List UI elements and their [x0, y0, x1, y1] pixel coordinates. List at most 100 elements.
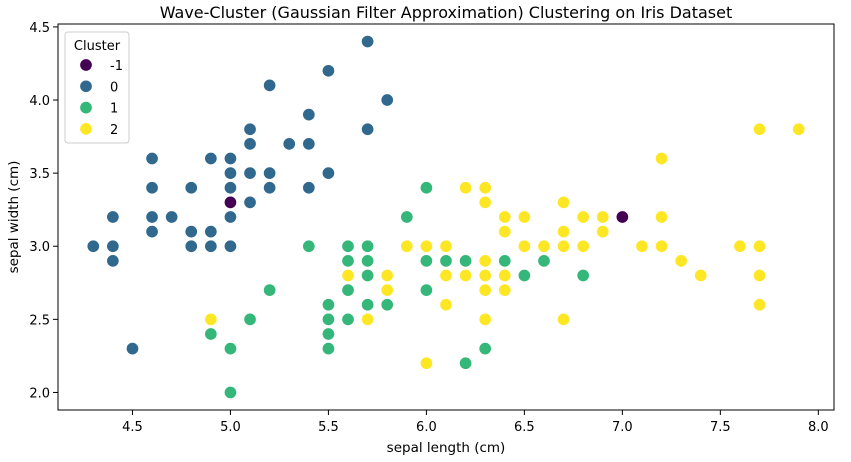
data-point-cluster-1 — [223, 385, 238, 400]
data-point-cluster-2 — [752, 122, 767, 137]
data-point-cluster-1 — [321, 297, 336, 312]
legend-marker — [79, 122, 93, 136]
data-point-cluster-2 — [517, 239, 532, 253]
legend-label: -1 — [110, 59, 123, 74]
data-point-cluster-0 — [321, 64, 336, 78]
data-point-cluster-2 — [537, 239, 551, 253]
data-point-cluster-2 — [419, 239, 434, 253]
data-point-cluster-2 — [498, 210, 512, 224]
data-point-cluster-0 — [282, 137, 296, 151]
data-point-cluster-1 — [458, 254, 473, 268]
data-point-cluster-0 — [106, 254, 120, 268]
x-tick-label: 6.5 — [514, 420, 535, 435]
legend-label: 2 — [110, 123, 118, 138]
data-point-cluster-0 — [204, 151, 218, 166]
data-point-cluster-1 — [204, 327, 218, 341]
data-point-cluster-2 — [556, 195, 571, 210]
data-point-cluster-2 — [360, 312, 375, 327]
data-point-cluster-2 — [380, 268, 394, 283]
data-point-cluster-1 — [537, 254, 551, 268]
y-tick-label: 3.5 — [29, 167, 50, 182]
data-point-cluster-1 — [341, 254, 355, 268]
data-point-cluster-2 — [458, 268, 473, 283]
data-point-cluster-0 — [223, 151, 238, 166]
data-point-cluster-0 — [145, 210, 159, 224]
data-point-cluster-2 — [752, 268, 767, 283]
data-point-cluster-0 — [223, 166, 238, 180]
data-point-cluster-2 — [576, 239, 590, 253]
data-point-cluster-0 — [184, 224, 199, 239]
data-point-cluster-2 — [458, 181, 473, 195]
data-point-cluster-0 — [243, 195, 257, 210]
legend-marker — [79, 58, 93, 72]
data-point-cluster-0 — [223, 181, 238, 195]
data-point-cluster-0 — [243, 166, 257, 180]
legend-marker — [79, 79, 93, 94]
data-point-cluster-1 — [321, 341, 336, 356]
data-point-cluster-2 — [674, 254, 688, 268]
data-point-cluster-2 — [439, 239, 453, 253]
data-point-cluster-2 — [596, 224, 610, 239]
points-layer — [86, 34, 806, 400]
data-point-cluster-0 — [321, 166, 336, 180]
data-point-cluster-1 — [478, 341, 492, 356]
data-point-cluster-2 — [654, 210, 669, 224]
data-point-cluster-0 — [360, 34, 375, 49]
y-tick-label: 4.5 — [29, 21, 50, 36]
data-point-cluster-1 — [302, 239, 316, 253]
data-point-cluster-1 — [419, 181, 434, 195]
legend-marker — [79, 100, 93, 115]
y-axis: 2.0 2.5 3.0 3.5 4.0 4.5 — [29, 21, 58, 401]
data-point-cluster-0 — [223, 239, 238, 253]
plot-area — [57, 23, 835, 411]
data-point-cluster-1 — [419, 254, 434, 268]
data-point-cluster-2 — [498, 268, 512, 283]
data-point-cluster-1 — [360, 297, 375, 312]
legend-frame — [64, 31, 130, 144]
x-tick-label: 7.5 — [710, 420, 731, 435]
data-point-cluster-2 — [733, 239, 747, 253]
data-point-cluster-2 — [752, 239, 767, 253]
data-point-cluster--1 — [223, 195, 238, 210]
data-point-cluster-1 — [321, 312, 336, 327]
data-point-cluster-2 — [204, 312, 218, 327]
data-point-cluster-2 — [654, 239, 669, 253]
data-point-cluster-1 — [458, 356, 473, 370]
x-tick-label: 8.0 — [808, 420, 829, 435]
x-tick-label: 5.0 — [220, 420, 241, 435]
data-point-cluster-1 — [321, 327, 336, 341]
data-point-cluster-2 — [341, 268, 355, 283]
legend-items: -1 0 1 2 — [79, 58, 123, 138]
data-point-cluster-0 — [243, 122, 257, 137]
data-point-cluster-0 — [145, 151, 159, 166]
data-point-cluster-2 — [498, 224, 512, 239]
data-point-cluster-2 — [478, 254, 492, 268]
data-point-cluster-2 — [635, 239, 649, 253]
data-point-cluster-0 — [106, 210, 120, 224]
data-point-cluster-1 — [576, 268, 590, 283]
data-point-cluster-0 — [145, 181, 159, 195]
data-point-cluster-1 — [223, 341, 238, 356]
data-point-cluster-2 — [439, 268, 453, 283]
data-point-cluster-0 — [204, 224, 218, 239]
x-tick-label: 6.0 — [416, 420, 437, 435]
y-axis-label: sepal width (cm) — [6, 161, 22, 274]
data-point-cluster-1 — [380, 297, 394, 312]
data-point-cluster-2 — [752, 297, 767, 312]
data-point-cluster-2 — [478, 283, 492, 297]
data-point-cluster-0 — [164, 210, 179, 224]
plot-frame — [57, 23, 835, 411]
data-point-cluster-0 — [262, 166, 277, 180]
data-point-cluster-2 — [556, 224, 571, 239]
x-tick-label: 7.0 — [612, 420, 633, 435]
data-point-cluster-0 — [302, 137, 316, 151]
data-point-cluster-1 — [419, 283, 434, 297]
data-point-cluster-2 — [596, 210, 610, 224]
chart-title: Wave-Cluster (Gaussian Filter Approximat… — [160, 3, 733, 22]
legend-title: Cluster — [74, 39, 121, 54]
data-point-cluster-1 — [517, 268, 532, 283]
data-point-cluster-2 — [478, 181, 492, 195]
data-point-cluster-2 — [498, 283, 512, 297]
x-axis: 4.5 5.0 5.5 6.0 6.5 7.0 7.5 8.0 — [122, 410, 829, 435]
